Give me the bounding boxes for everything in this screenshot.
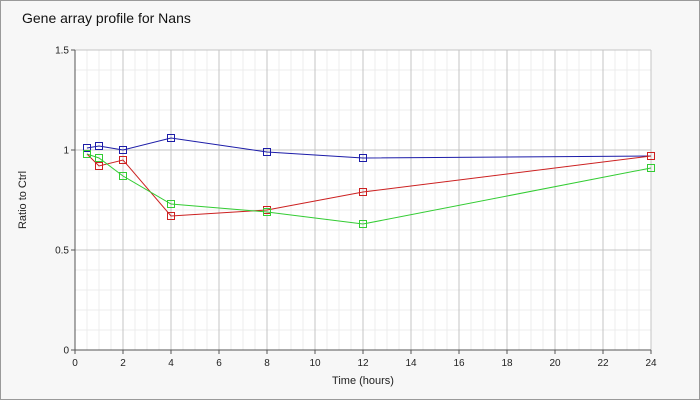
x-tick-label: 20 [549, 358, 561, 369]
data-point-marker [119, 172, 127, 180]
x-tick-label: 2 [120, 358, 126, 369]
x-tick-label: 12 [357, 358, 369, 369]
data-point-marker [119, 156, 127, 164]
data-point-marker [263, 208, 271, 216]
data-point-marker [119, 146, 127, 154]
series-line [86, 153, 652, 217]
y-tick-label: 0 [63, 346, 69, 357]
x-tick-label: 18 [501, 358, 513, 369]
series-line [86, 137, 652, 159]
data-point-marker [359, 154, 367, 162]
x-tick-label: 8 [264, 358, 270, 369]
data-point-marker [647, 152, 655, 160]
data-point-marker [167, 200, 175, 208]
data-point-marker [95, 154, 103, 162]
data-point-marker [83, 150, 91, 158]
x-tick-label: 10 [309, 358, 321, 369]
x-tick-label: 4 [168, 358, 174, 369]
y-axis-label: Ratio to Ctrl [17, 171, 29, 229]
series-3 [83, 150, 655, 228]
data-point-marker [647, 164, 655, 172]
data-point-marker [95, 162, 103, 170]
x-tick-label: 24 [645, 358, 657, 369]
y-tick-label: 1 [63, 146, 69, 157]
x-axis-label: Time (hours) [332, 375, 394, 387]
data-point-marker [167, 134, 175, 142]
x-tick-label: 22 [597, 358, 609, 369]
series-group [83, 134, 655, 228]
data-point-marker [83, 144, 91, 152]
data-point-marker [263, 148, 271, 156]
series-line [86, 153, 652, 225]
y-tick-label: 0.5 [55, 246, 69, 257]
x-tick-label: 0 [72, 358, 78, 369]
data-point-marker [167, 212, 175, 220]
data-point-marker [359, 220, 367, 228]
series-1 [83, 134, 655, 162]
axes [71, 49, 652, 354]
data-point-marker [359, 188, 367, 196]
x-tick-label: 6 [216, 358, 222, 369]
data-point-marker [95, 142, 103, 150]
chart-title: Gene array profile for Nans [22, 10, 191, 26]
y-tick-label: 1.5 [55, 46, 69, 57]
x-tick-label: 14 [405, 358, 417, 369]
x-tick-label: 16 [453, 358, 465, 369]
